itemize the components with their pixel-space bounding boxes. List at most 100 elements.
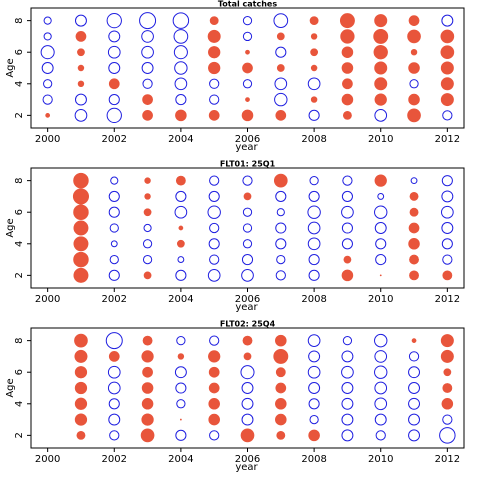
positive-residual-bubble (74, 413, 88, 426)
y-tick-label: 4 (14, 401, 25, 407)
positive-residual-bubble (308, 429, 320, 442)
positive-residual-bubble (245, 97, 250, 102)
negative-residual-bubble (108, 206, 120, 218)
positive-residual-bubble (175, 175, 186, 186)
negative-residual-bubble (209, 78, 220, 89)
negative-residual-bubble (208, 190, 220, 202)
negative-residual-bubble (242, 79, 253, 89)
negative-residual-bubble (242, 207, 253, 217)
positive-residual-bubble (243, 352, 252, 361)
negative-residual-bubble (275, 270, 286, 281)
negative-residual-bubble (209, 222, 220, 234)
positive-residual-bubble (373, 28, 389, 44)
positive-residual-bubble (240, 428, 255, 443)
positive-residual-bubble (374, 14, 388, 28)
positive-residual-bubble (410, 48, 418, 56)
positive-residual-bubble (310, 33, 318, 40)
negative-residual-bubble (41, 62, 54, 74)
positive-residual-bubble (373, 45, 388, 60)
positive-residual-bubble (441, 398, 454, 410)
y-tick-label: 8 (14, 337, 25, 343)
negative-residual-bubble (408, 429, 421, 442)
negative-residual-bubble (307, 334, 321, 347)
negative-residual-bubble (441, 222, 454, 234)
negative-residual-bubble (74, 109, 88, 122)
positive-residual-bubble (208, 382, 220, 394)
positive-residual-bubble (276, 32, 285, 41)
positive-residual-bubble (241, 109, 254, 122)
positive-residual-bubble (108, 351, 120, 362)
positive-residual-bubble (408, 93, 420, 106)
negative-residual-bubble (74, 14, 87, 27)
positive-residual-bubble (142, 94, 153, 105)
negative-residual-bubble (308, 398, 320, 410)
positive-residual-bubble (374, 77, 388, 91)
positive-residual-bubble (407, 108, 421, 123)
negative-residual-bubble (43, 32, 52, 41)
negative-residual-bubble (442, 110, 453, 121)
x-tick-label: 2000 (35, 134, 60, 145)
negative-residual-bubble (375, 430, 386, 441)
negative-residual-bubble (242, 223, 253, 233)
negative-residual-bubble (173, 45, 188, 60)
negative-residual-bubble (309, 414, 319, 425)
negative-residual-bubble (74, 93, 87, 106)
negative-residual-bubble (175, 382, 187, 394)
positive-residual-bubble (408, 62, 420, 74)
negative-residual-bubble (308, 254, 320, 266)
negative-residual-bubble (307, 237, 321, 251)
positive-residual-bubble (75, 31, 87, 42)
negative-residual-bubble (441, 14, 454, 27)
positive-residual-bubble (142, 335, 153, 346)
negative-residual-bubble (408, 397, 421, 410)
positive-residual-bubble (143, 271, 152, 280)
negative-residual-bubble (276, 254, 286, 265)
positive-residual-bubble (74, 381, 88, 395)
chart-title: FLT02: 25Q4 (220, 320, 276, 329)
negative-residual-bubble (43, 16, 52, 25)
negative-residual-bubble (241, 269, 254, 282)
negative-residual-bubble (142, 78, 153, 89)
positive-residual-bubble (374, 61, 388, 75)
positive-residual-bubble (77, 80, 85, 88)
negative-residual-bubble (374, 365, 388, 379)
positive-residual-bubble (208, 413, 220, 426)
negative-residual-bubble (174, 366, 187, 379)
y-tick-label: 2 (14, 432, 25, 438)
y-tick-label: 2 (14, 272, 25, 278)
x-tick-label: 2000 (35, 294, 60, 305)
negative-residual-bubble (142, 239, 153, 249)
positive-residual-bubble (440, 29, 455, 44)
x-axis-label: year (235, 462, 258, 473)
negative-residual-bubble (108, 269, 120, 281)
negative-residual-bubble (241, 254, 254, 266)
y-tick-label: 8 (14, 177, 25, 183)
positive-residual-bubble (73, 251, 89, 268)
positive-residual-bubble (440, 334, 454, 348)
negative-residual-bubble (341, 190, 353, 202)
positive-residual-bubble (208, 110, 220, 121)
negative-residual-bubble (241, 413, 254, 426)
negative-residual-bubble (242, 31, 253, 42)
positive-residual-bubble (408, 222, 420, 234)
negative-residual-bubble (176, 399, 186, 409)
negative-residual-bubble (107, 365, 121, 379)
negative-residual-bubble (441, 175, 453, 187)
negative-residual-bubble (108, 413, 121, 426)
negative-residual-bubble (242, 239, 253, 249)
negative-residual-bubble (141, 30, 154, 43)
positive-residual-bubble (440, 61, 454, 75)
x-tick-label: 2012 (435, 454, 460, 465)
bubble-group (72, 172, 454, 283)
negative-residual-bubble (174, 61, 188, 75)
negative-residual-bubble (442, 254, 453, 265)
negative-residual-bubble (374, 413, 387, 426)
x-tick-label: 2008 (301, 454, 326, 465)
positive-residual-bubble (440, 77, 454, 91)
negative-residual-bubble (43, 79, 53, 89)
negative-residual-bubble (341, 365, 354, 379)
negative-residual-bubble (439, 427, 456, 444)
positive-residual-bubble (339, 13, 355, 29)
positive-residual-bubble (443, 368, 452, 377)
positive-residual-bubble (273, 348, 289, 364)
